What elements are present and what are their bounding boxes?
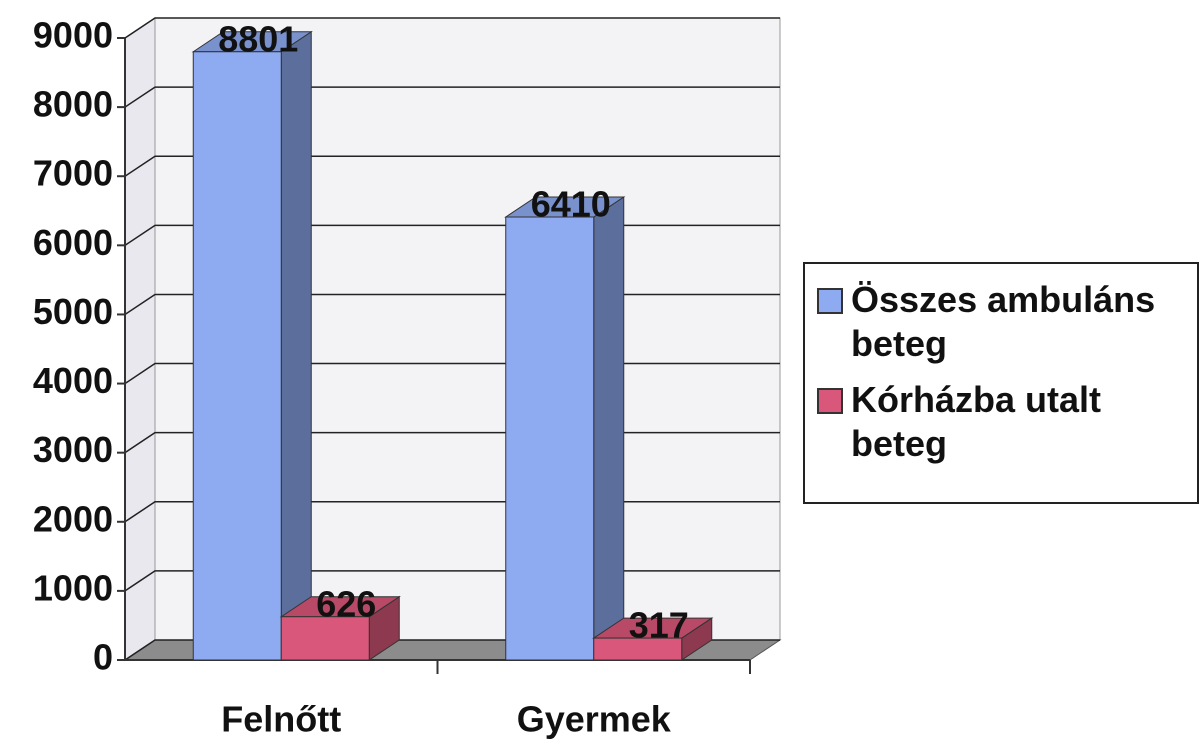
bar-side	[593, 196, 625, 661]
legend-item: Összes ambuláns beteg	[817, 278, 1197, 366]
bar-front	[505, 216, 595, 661]
legend-label: Összes ambuláns beteg	[851, 279, 1156, 364]
x-tick-label: Felnőtt	[221, 699, 341, 739]
y-tick-label: 9000	[33, 15, 113, 56]
y-tick-label: 5000	[33, 291, 113, 332]
x-tick-label: Gyermek	[517, 699, 672, 739]
value-label: 6410	[531, 184, 611, 225]
legend-swatch	[817, 288, 843, 314]
grid-line	[124, 17, 780, 39]
y-tick-label: 8000	[33, 84, 113, 125]
legend: Összes ambuláns beteg Kórházba utalt bete…	[803, 262, 1199, 504]
legend-label: Kórházba utalt beteg	[851, 379, 1102, 464]
bar-front	[192, 51, 282, 661]
y-tick-label: 0	[93, 637, 113, 678]
bar-side	[280, 30, 312, 661]
bar-front	[280, 616, 370, 661]
y-tick-label: 7000	[33, 153, 113, 194]
bar	[191, 30, 313, 661]
bar	[592, 617, 714, 661]
bar	[279, 595, 401, 661]
y-tick-label: 2000	[33, 498, 113, 539]
y-tick-label: 1000	[33, 567, 113, 608]
bar	[504, 196, 626, 661]
chart: 0 1000 2000 3000 4000 5000 6000 7000 8000 9000 Fel…	[33, 15, 782, 739]
legend-item: Kórházba utalt beteg	[817, 378, 1197, 466]
side-wall	[124, 17, 156, 661]
value-label: 317	[629, 605, 689, 646]
y-tick-label: 3000	[33, 429, 113, 470]
grid-line	[124, 86, 780, 108]
y-tick-label: 6000	[33, 222, 113, 263]
y-tick-label: 4000	[33, 360, 113, 401]
bar-front	[593, 637, 683, 661]
grid-line	[124, 155, 780, 177]
legend-swatch	[817, 388, 843, 414]
value-label: 626	[316, 583, 376, 624]
value-label: 8801	[218, 18, 298, 59]
